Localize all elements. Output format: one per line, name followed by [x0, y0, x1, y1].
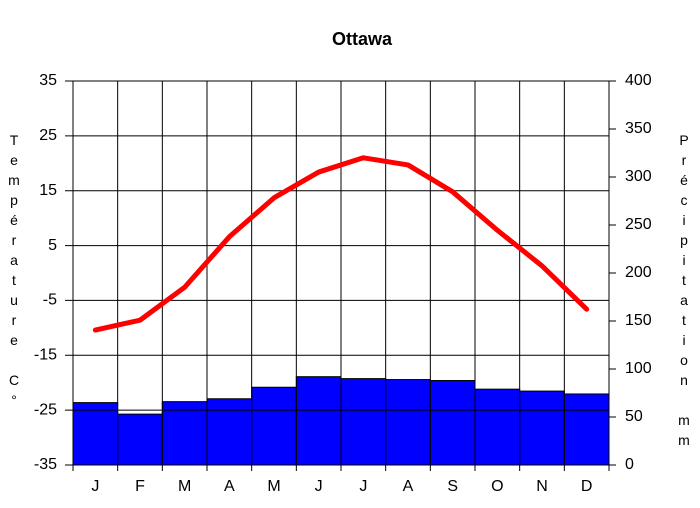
x-tick-label: M [178, 478, 191, 495]
bar [295, 376, 342, 466]
y-tick-label: -35 [34, 456, 57, 473]
bar [474, 388, 521, 466]
bar [251, 386, 297, 466]
x-tick-label: S [447, 478, 458, 495]
temperature-line [92, 155, 590, 333]
bar [72, 402, 119, 466]
y-tick-label: 5 [48, 237, 57, 254]
bar [563, 393, 610, 466]
y2-tick-label: 100 [625, 360, 652, 377]
y2-axis-label: Précipitation mm [676, 132, 692, 452]
y2-tick-label: 250 [625, 216, 652, 233]
bar [161, 401, 208, 466]
bar [340, 378, 387, 466]
y-tick-label: -5 [43, 292, 57, 309]
y-tick-label: 35 [39, 72, 57, 89]
bar [385, 379, 431, 466]
x-tick-label: J [359, 478, 367, 495]
y-axis-label: Température C° [6, 132, 22, 412]
y-tick-label: -25 [34, 401, 57, 418]
x-tick-label: O [491, 478, 503, 495]
y2-tick-label: 0 [625, 456, 634, 473]
y2-tick-label: 300 [625, 168, 652, 185]
x-tick-label: J [91, 478, 99, 495]
y2-tick-label: 350 [625, 120, 652, 137]
bar [429, 380, 476, 466]
x-tick-label: A [403, 478, 414, 495]
y-tick-label: -15 [34, 347, 57, 364]
chart-title: Ottawa [332, 29, 393, 49]
x-tick-label: J [315, 478, 323, 495]
y-tick-label: 15 [39, 182, 57, 199]
y2-tick-label: 400 [625, 72, 652, 89]
y2-tick-label: 150 [625, 312, 652, 329]
x-tick-label: F [135, 478, 145, 495]
y-tick-label: 25 [39, 127, 57, 144]
x-tick-label: N [536, 478, 548, 495]
x-tick-label: M [267, 478, 280, 495]
x-tick-label: D [581, 478, 593, 495]
bar [117, 413, 163, 466]
bar [206, 398, 253, 466]
y2-tick-label: 50 [625, 408, 643, 425]
x-tick-label: A [224, 478, 235, 495]
bar [519, 390, 565, 466]
y2-tick-label: 200 [625, 264, 652, 281]
